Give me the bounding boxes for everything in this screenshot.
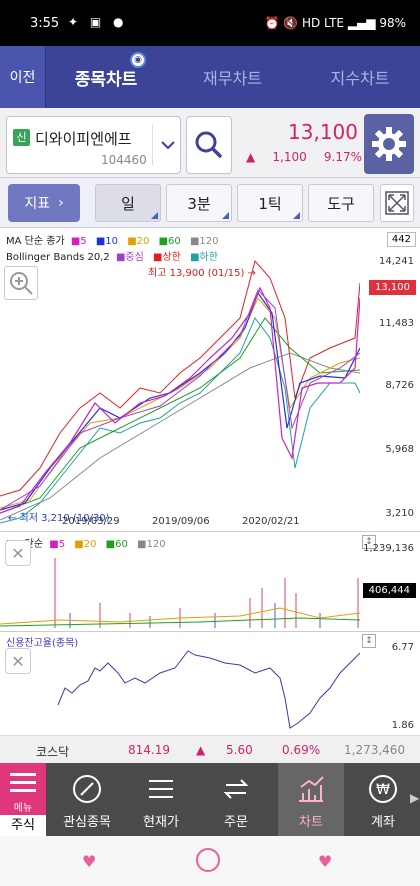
period-count-box[interactable]: 442: [386, 232, 416, 247]
price-axis-label: 5,968: [385, 444, 414, 455]
expand-icon: [385, 191, 409, 215]
tab-index-chart[interactable]: 지수차트: [330, 69, 390, 88]
x-axis-date: 2019/09/06: [152, 516, 210, 527]
top-nav: 이전 종목차트 ◉ 재무차트 지수차트: [0, 46, 420, 108]
up-arrow-icon: ▲: [246, 150, 256, 164]
svg-text:₩: ₩: [376, 782, 390, 798]
stock-search-row: 신 디와이피엔에프 104460 13,100 ▲ 1,100 9.17%: [0, 108, 420, 178]
price-chart: [0, 259, 360, 524]
index-pct: 0.69%: [282, 743, 321, 757]
price-axis-label: 11,483: [379, 318, 414, 329]
hamburger-icon: [10, 773, 36, 797]
period-1tick[interactable]: 1틱: [237, 184, 303, 222]
price-list-icon: [143, 771, 179, 807]
status-bar: 3:55 ✦ ▣ ● ⏰ 🔇 HD LTE ▂▄▆ 98%: [0, 0, 420, 46]
recent-nav-icon[interactable]: ♥: [318, 852, 333, 871]
volume-chart: [0, 558, 360, 628]
x-axis-date: 2019/03/29: [62, 516, 120, 527]
stock-selector[interactable]: 신 디와이피엔에프 104460: [6, 116, 181, 174]
fullscreen-button[interactable]: [380, 184, 414, 222]
stock-name: 디와이피엔에프: [35, 130, 132, 148]
close-volume-panel-button[interactable]: ✕: [5, 540, 31, 566]
nav-order[interactable]: 주문: [205, 763, 267, 836]
nav-watchlist[interactable]: 관심종목: [56, 763, 118, 836]
credit-badge: 신: [13, 129, 30, 146]
nav-current-price[interactable]: 현재가: [130, 763, 192, 836]
tab-financial-chart[interactable]: 재무차트: [203, 69, 262, 88]
notification-icons: ✦ ▣ ●: [68, 15, 128, 29]
nav-chart[interactable]: 차트: [278, 763, 344, 836]
x-axis-date: 2020/02/21: [242, 516, 300, 527]
nav-account[interactable]: ₩ 계좌: [352, 763, 414, 836]
won-icon: ₩: [365, 771, 401, 807]
panel-divider: [0, 631, 420, 632]
system-icons: ⏰ 🔇 HD LTE ▂▄▆ 98%: [264, 16, 406, 30]
stock-code: 104460: [101, 153, 147, 167]
back-nav-icon[interactable]: ♥: [82, 852, 97, 871]
gear-icon: [372, 127, 406, 161]
period-daily[interactable]: 일: [95, 184, 161, 222]
current-price-tag: 13,100: [369, 280, 416, 295]
chevron-down-icon[interactable]: [152, 125, 182, 165]
credit-axis-label: 6.77: [391, 642, 414, 653]
period-3min[interactable]: 3분: [166, 184, 232, 222]
resize-handle[interactable]: ↕: [362, 535, 376, 549]
index-name: 코스닥: [36, 745, 70, 759]
price-axis-label: 14,241: [379, 256, 414, 267]
notification-icon[interactable]: ◉: [130, 52, 146, 68]
zoom-in-icon: [10, 272, 33, 295]
chart-area[interactable]: MA 단순 종가 ■5 ■10 ■20 ■60 ■120 Bollinger B…: [0, 228, 420, 735]
credit-axis-label: 1.86: [391, 720, 414, 731]
clock: 3:55: [30, 16, 60, 31]
bottom-nav: 메뉴 주식 관심종목 현재가 주문 차트 ₩ 계좌 ▶: [0, 763, 420, 836]
index-change: 5.60: [226, 743, 253, 757]
volume-tag: 406,444: [362, 583, 416, 598]
up-arrow-icon: ▲: [196, 743, 206, 757]
chart-toolbar: 지표 › 일 3분 1틱 도구: [0, 178, 420, 228]
settings-button[interactable]: [364, 114, 414, 174]
tab-stock-chart[interactable]: 종목차트: [74, 69, 138, 90]
back-button[interactable]: 이전: [0, 46, 46, 108]
current-price: 13,100: [288, 120, 358, 144]
resize-handle[interactable]: ↕: [362, 634, 376, 648]
price-change: ▲ 1,100 9.17%: [246, 150, 362, 164]
close-credit-panel-button[interactable]: ✕: [5, 648, 31, 674]
price-axis-label: 8,726: [385, 380, 414, 391]
credit-chart: [57, 650, 360, 729]
watchlist-icon: [69, 771, 105, 807]
system-nav-bar: ♥ ♥: [0, 836, 420, 886]
stock-category[interactable]: 주식: [0, 815, 46, 836]
index-volume: 1,273,460: [344, 743, 406, 757]
search-icon: [195, 131, 223, 159]
scroll-right-icon[interactable]: ▶: [410, 791, 420, 805]
ma-legend: MA 단순 종가 ■5 ■10 ■20 ■60 ■120: [6, 236, 219, 247]
high-annotation: 최고 13,900 (01/15) →: [148, 268, 256, 279]
swap-icon: [218, 771, 254, 807]
index-ticker[interactable]: 코스닥 814.19 ▲ 5.60 0.69% 1,273,460: [0, 735, 420, 763]
volume-axis-label: 1,239,136: [363, 543, 414, 554]
credit-legend: 신용잔고율(종목): [6, 638, 79, 649]
menu-button[interactable]: 메뉴 주식: [0, 763, 46, 836]
price-axis-label: 3,210: [385, 508, 414, 519]
bollinger-legend: Bollinger Bands 20,2 ■중심 ■상한 ■하한: [6, 252, 218, 263]
tools-button[interactable]: 도구: [308, 184, 374, 222]
search-button[interactable]: [186, 116, 232, 174]
low-annotation: ← 최저 3,210 (10/30): [8, 513, 110, 524]
chart-icon: [293, 771, 329, 807]
home-nav-icon[interactable]: [196, 848, 220, 872]
panel-divider: [0, 531, 420, 532]
chevron-right-icon: ›: [58, 195, 64, 211]
zoom-in-button[interactable]: [4, 266, 38, 300]
indicator-button[interactable]: 지표 ›: [8, 184, 80, 222]
index-value: 814.19: [128, 743, 170, 757]
